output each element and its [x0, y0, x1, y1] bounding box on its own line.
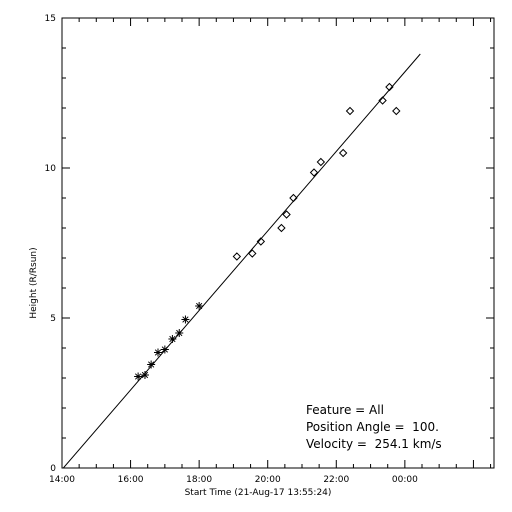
annotation-line: Velocity = 254.1 km/s	[306, 437, 442, 451]
annotation-line: Position Angle = 100.	[306, 420, 439, 434]
x-tick-label: 22:00	[323, 475, 349, 485]
fit-line	[62, 53, 421, 468]
diamond-point	[345, 106, 355, 116]
asterisk-point	[134, 372, 143, 381]
annotation-line: Feature = All	[306, 403, 384, 417]
y-tick-label: 0	[50, 464, 56, 474]
diamond-point	[309, 168, 319, 177]
diamond-point	[232, 252, 242, 261]
diamond-point	[256, 237, 266, 246]
y-axis-label: Height (R/Rsun)	[29, 247, 39, 318]
x-tick-label: 20:00	[255, 475, 281, 485]
y-tick-label: 10	[45, 164, 57, 174]
x-axis-label: Start Time (21-Aug-17 13:55:24)	[185, 488, 332, 498]
diamond-point	[316, 157, 326, 167]
asterisk-point	[154, 348, 162, 357]
asterisk-point	[147, 360, 156, 369]
diamond-point	[282, 210, 291, 219]
x-tick-label: 16:00	[118, 475, 144, 485]
y-tick-label: 15	[45, 14, 56, 24]
y-tick-label: 5	[50, 314, 56, 324]
plot-frame	[61, 17, 495, 469]
x-tick-label: 18:00	[186, 475, 212, 485]
asterisk-point	[195, 302, 204, 310]
x-tick-label: 00:00	[392, 475, 418, 485]
diamond-point	[392, 106, 401, 116]
asterisk-point	[140, 371, 149, 379]
diamond-point	[338, 148, 348, 158]
diamond-point	[378, 96, 387, 105]
diamond-point	[248, 249, 257, 258]
diamond-point	[277, 223, 286, 233]
x-tick-label: 14:00	[49, 475, 75, 485]
asterisk-point	[181, 315, 190, 324]
